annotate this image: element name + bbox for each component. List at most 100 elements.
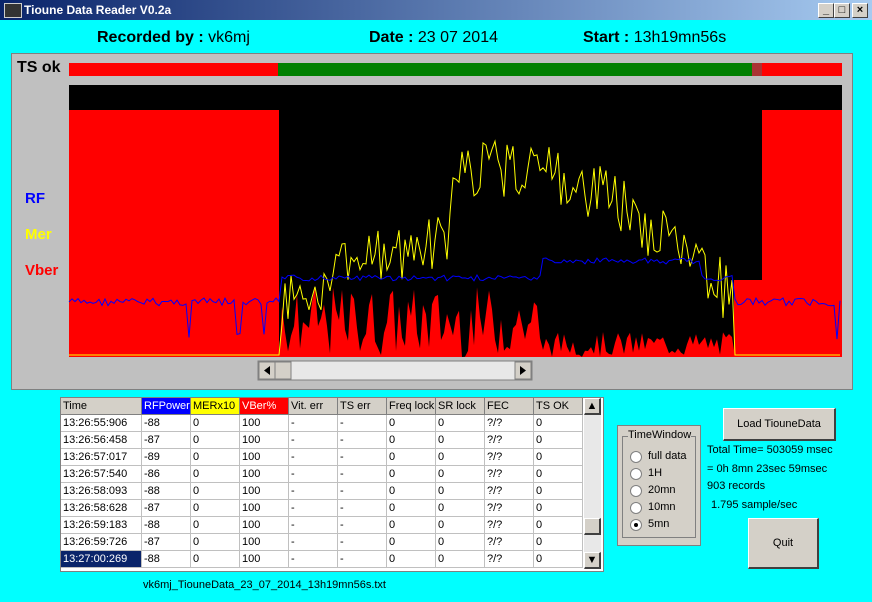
table-cell[interactable]: - (338, 534, 387, 551)
table-cell[interactable]: 0 (534, 466, 583, 483)
table-cell[interactable]: - (338, 449, 387, 466)
table-cell[interactable]: 0 (191, 551, 240, 568)
h-scrollbar[interactable] (257, 360, 533, 381)
table-cell[interactable]: 100 (240, 483, 289, 500)
column-header[interactable]: FEC (485, 398, 534, 415)
table-cell[interactable]: 100 (240, 517, 289, 534)
table-cell[interactable]: 100 (240, 432, 289, 449)
scroll-up[interactable]: ▲ (584, 398, 601, 415)
table-cell[interactable]: 0 (191, 466, 240, 483)
table-cell[interactable]: - (289, 517, 338, 534)
table-cell[interactable]: - (289, 534, 338, 551)
table-cell[interactable]: 0 (436, 449, 485, 466)
table-cell[interactable]: 0 (436, 500, 485, 517)
column-header[interactable]: SR lock (436, 398, 485, 415)
table-cell[interactable]: 13:26:57:017 (61, 449, 142, 466)
table-cell[interactable]: 13:26:58:093 (61, 483, 142, 500)
table-cell[interactable]: 100 (240, 534, 289, 551)
table-cell[interactable]: 0 (534, 449, 583, 466)
table-cell[interactable]: 0 (436, 466, 485, 483)
table-cell[interactable]: ?/? (485, 517, 534, 534)
table-cell[interactable]: 100 (240, 449, 289, 466)
table-cell[interactable]: 100 (240, 415, 289, 432)
scroll-thumb[interactable] (584, 518, 601, 535)
table-cell[interactable]: 0 (387, 517, 436, 534)
table-cell[interactable]: 0 (436, 432, 485, 449)
table-cell[interactable]: ?/? (485, 551, 534, 568)
table-cell[interactable]: -88 (142, 551, 191, 568)
table-cell[interactable]: 0 (387, 432, 436, 449)
column-header[interactable]: TS err (338, 398, 387, 415)
table-cell[interactable]: 13:26:56:458 (61, 432, 142, 449)
radio-button[interactable] (630, 451, 642, 463)
table-cell[interactable]: 0 (387, 449, 436, 466)
table-cell[interactable]: ?/? (485, 449, 534, 466)
table-cell[interactable]: - (289, 466, 338, 483)
close-button[interactable]: × (852, 3, 868, 18)
table-cell[interactable]: 0 (534, 432, 583, 449)
table-cell[interactable]: 0 (387, 415, 436, 432)
table-cell[interactable]: 13:26:57:540 (61, 466, 142, 483)
radio-button[interactable] (630, 468, 642, 480)
radio-button[interactable] (630, 519, 642, 531)
minimize-button[interactable]: _ (818, 3, 834, 18)
table-cell[interactable]: 0 (191, 500, 240, 517)
table-cell[interactable]: - (338, 551, 387, 568)
table-cell[interactable]: 0 (534, 483, 583, 500)
table-cell[interactable]: 0 (387, 551, 436, 568)
column-header[interactable]: VBer% (240, 398, 289, 415)
table-cell[interactable]: - (338, 517, 387, 534)
table-cell[interactable]: ?/? (485, 534, 534, 551)
table-cell[interactable]: 0 (387, 534, 436, 551)
table-cell[interactable]: 0 (191, 449, 240, 466)
table-cell[interactable]: 0 (191, 517, 240, 534)
table-cell[interactable]: - (338, 500, 387, 517)
radio-button[interactable] (630, 485, 642, 497)
table-cell[interactable]: - (289, 500, 338, 517)
table-cell[interactable]: -87 (142, 534, 191, 551)
column-header[interactable]: Time (61, 398, 142, 415)
table-cell[interactable]: 13:26:58:628 (61, 500, 142, 517)
radio-button[interactable] (630, 502, 642, 514)
table-cell[interactable]: ?/? (485, 415, 534, 432)
table-cell[interactable]: 0 (436, 415, 485, 432)
scroll-down[interactable]: ▼ (584, 552, 601, 569)
table-cell[interactable]: -87 (142, 432, 191, 449)
table-cell[interactable]: - (289, 551, 338, 568)
table-cell[interactable]: ?/? (485, 500, 534, 517)
table-cell[interactable]: 0 (191, 534, 240, 551)
table-cell[interactable]: ?/? (485, 466, 534, 483)
table-cell[interactable]: 0 (534, 534, 583, 551)
data-table[interactable]: Time 13:26:55:906 13:26:56:458 13:26:57:017… (60, 397, 604, 572)
table-cell[interactable]: 0 (534, 500, 583, 517)
table-cell[interactable]: 0 (191, 483, 240, 500)
table-cell[interactable]: 100 (240, 551, 289, 568)
column-header[interactable]: Freq lock (387, 398, 436, 415)
table-cell[interactable]: 0 (534, 415, 583, 432)
quit-button[interactable]: Quit (748, 518, 819, 569)
table-cell[interactable]: - (338, 432, 387, 449)
table-cell[interactable]: 0 (191, 415, 240, 432)
table-cell[interactable]: 13:26:55:906 (61, 415, 142, 432)
table-cell[interactable]: 13:26:59:183 (61, 517, 142, 534)
table-cell[interactable]: 100 (240, 500, 289, 517)
maximize-button[interactable]: □ (834, 3, 850, 18)
table-cell[interactable]: - (338, 466, 387, 483)
table-cell[interactable]: 0 (534, 517, 583, 534)
table-cell[interactable]: -88 (142, 517, 191, 534)
table-cell[interactable]: -89 (142, 449, 191, 466)
table-cell[interactable]: - (289, 432, 338, 449)
column-header[interactable]: MERx10 (191, 398, 240, 415)
column-header[interactable]: Vit. err (289, 398, 338, 415)
table-cell[interactable]: 0 (387, 466, 436, 483)
table-cell[interactable]: -88 (142, 483, 191, 500)
table-cell[interactable]: ?/? (485, 432, 534, 449)
table-cell[interactable]: 0 (387, 500, 436, 517)
table-cell[interactable]: 13:27:00:269 (61, 551, 142, 568)
table-cell[interactable]: 0 (387, 483, 436, 500)
table-cell[interactable]: 0 (436, 551, 485, 568)
table-cell[interactable]: - (338, 483, 387, 500)
table-cell[interactable]: - (289, 449, 338, 466)
table-cell[interactable]: -87 (142, 500, 191, 517)
table-cell[interactable]: - (338, 415, 387, 432)
